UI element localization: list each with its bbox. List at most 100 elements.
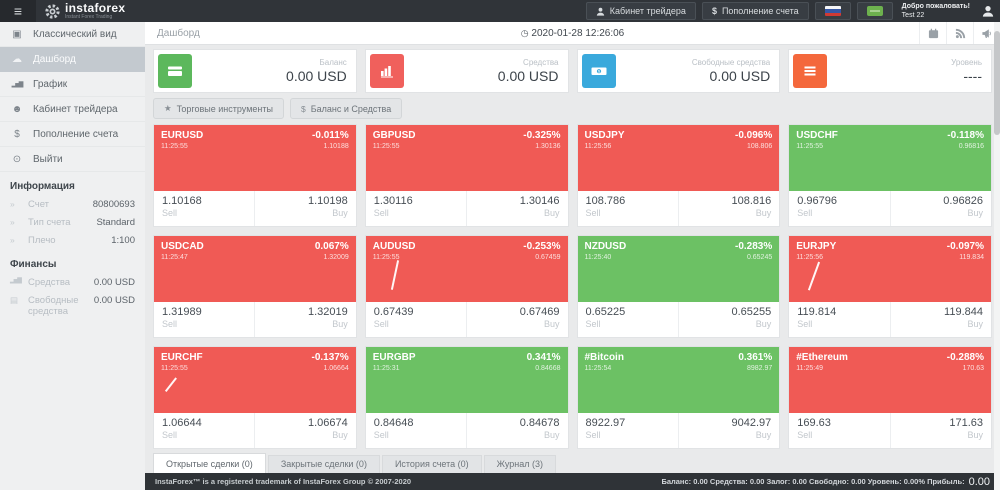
balance-card: Баланс 0.00 USD bbox=[153, 49, 357, 93]
buy-button[interactable]: 119.844 Buy bbox=[889, 302, 991, 337]
monitor-icon: ▣ bbox=[12, 28, 22, 40]
sidebar-item-logout[interactable]: ⊙ Выйти bbox=[0, 147, 145, 172]
tile-ethereum[interactable]: #Ethereum -0.288% 11:25:49 170.63 169.63 Se… bbox=[788, 346, 992, 449]
instrument-symbol: #Bitcoin bbox=[584, 352, 624, 363]
bar-chart-icon bbox=[369, 54, 404, 88]
user-avatar-icon[interactable] bbox=[976, 0, 1000, 22]
tile-usdchf[interactable]: USDCHF -0.118% 11:25:55 0.96816 0.96796 Sel… bbox=[788, 124, 992, 227]
brand-name: instaforex bbox=[65, 1, 126, 15]
buy-button[interactable]: 108.816 Buy bbox=[677, 191, 779, 226]
trading-instruments-button[interactable]: ★ Торговые инструменты bbox=[153, 98, 284, 119]
calendar-icon[interactable] bbox=[919, 22, 946, 44]
buy-button[interactable]: 1.30146 Buy bbox=[466, 191, 567, 226]
sell-button[interactable]: 1.31989 Sell bbox=[162, 306, 202, 330]
change-percent: -0.288% bbox=[946, 352, 984, 363]
chevron-icon: » bbox=[10, 234, 15, 245]
buy-button[interactable]: 171.63 Buy bbox=[889, 413, 991, 448]
finance-section-header: Финансы bbox=[10, 258, 57, 270]
sell-button[interactable]: 0.84648 Sell bbox=[373, 417, 414, 441]
buy-button[interactable]: 1.32019 Buy bbox=[254, 302, 355, 337]
sell-button[interactable]: 119.814 Sell bbox=[797, 306, 837, 330]
buy-button[interactable]: 0.67469 Buy bbox=[466, 302, 567, 337]
deposit-button[interactable]: $ Пополнение счета bbox=[701, 2, 809, 20]
quote-time: 11:25:47 bbox=[161, 253, 188, 261]
chevron-icon: » bbox=[10, 216, 15, 227]
quote-panel: EURGBP 0.341% 11:25:31 0.84668 bbox=[365, 347, 568, 413]
rss-icon[interactable] bbox=[946, 22, 973, 44]
copyright-text: InstaForex™ is a registered trademark of… bbox=[155, 477, 412, 486]
language-flag-button[interactable] bbox=[814, 2, 851, 20]
megaphone-icon[interactable] bbox=[973, 22, 1000, 44]
change-percent: -0.011% bbox=[312, 130, 349, 141]
payment-card-icon bbox=[866, 6, 883, 16]
profit-value: 0.00 bbox=[968, 475, 990, 488]
dashboard-content: Баланс 0.00 USD Средства 0.00 USD $ bbox=[145, 45, 1000, 452]
tile-usdcad[interactable]: USDCAD 0.067% 11:25:47 1.32009 1.31989 Sell… bbox=[153, 235, 357, 338]
person-icon bbox=[596, 7, 605, 16]
sell-button[interactable]: 1.30116 Sell bbox=[373, 195, 413, 219]
trader-cabinet-button[interactable]: Кабинет трейдера bbox=[585, 2, 696, 20]
tab-closed-deals[interactable]: Закрытые сделки (0) bbox=[267, 455, 380, 473]
quote-price: 1.32009 bbox=[323, 253, 349, 261]
tile-eurjpy[interactable]: EURJPY -0.097% 11:25:56 119.834 119.814 Sel… bbox=[788, 235, 992, 338]
sell-button[interactable]: 169.63 Sell bbox=[797, 417, 831, 441]
sidebar-item-chart[interactable]: ▂▅▇ График bbox=[0, 72, 145, 97]
equity-value: 0.00 USD bbox=[497, 68, 559, 84]
list-icon bbox=[793, 54, 828, 88]
card-label: Свободные средства bbox=[691, 58, 771, 67]
change-percent: -0.118% bbox=[947, 130, 984, 141]
sell-button[interactable]: 0.96796 Sell bbox=[797, 195, 838, 219]
scrollbar-thumb[interactable] bbox=[994, 31, 1000, 135]
deals-tab-bar: Открытые сделки (0) Закрытые сделки (0) … bbox=[145, 452, 1000, 473]
quote-panel: USDCAD 0.067% 11:25:47 1.32009 bbox=[154, 236, 356, 302]
buy-button[interactable]: 0.84678 Buy bbox=[466, 413, 567, 448]
buy-button[interactable]: 0.65255 Buy bbox=[677, 302, 779, 337]
sidebar: ▣ Классический вид ☁ Дашборд ▂▅▇ График … bbox=[0, 22, 145, 490]
free-margin-card: $ Свободные средства 0.00 USD bbox=[576, 49, 781, 93]
tab-account-history[interactable]: История счета (0) bbox=[381, 455, 482, 473]
tile-gbpusd[interactable]: GBPUSD -0.325% 11:25:55 1.30136 1.30116 Sel… bbox=[364, 124, 569, 227]
change-percent: 0.341% bbox=[526, 352, 561, 363]
quote-price: 0.65245 bbox=[746, 253, 773, 261]
tile-audusd[interactable]: AUDUSD -0.253% 11:25:55 0.67459 0.67439 Sel… bbox=[364, 235, 569, 338]
scrollbar-track[interactable] bbox=[994, 22, 1000, 490]
change-percent: -0.283% bbox=[735, 241, 773, 252]
sidebar-item-classic-view[interactable]: ▣ Классический вид bbox=[0, 22, 145, 47]
chevron-icon: » bbox=[10, 199, 15, 209]
menu-toggle-icon[interactable]: ≡ bbox=[0, 0, 36, 22]
sell-button[interactable]: 0.67439 Sell bbox=[373, 306, 414, 330]
quote-price: 0.96816 bbox=[958, 142, 984, 150]
tile-eurusd[interactable]: EURUSD -0.011% 11:25:55 1.10188 1.10168 Sel… bbox=[153, 124, 357, 227]
sell-button[interactable]: 1.06644 Sell bbox=[162, 417, 202, 441]
sparkline bbox=[164, 377, 177, 392]
sell-button[interactable]: 1.10168 Sell bbox=[162, 195, 202, 219]
sell-button[interactable]: 0.65225 Sell bbox=[585, 306, 626, 330]
sell-button[interactable]: 8922.97 Sell bbox=[585, 417, 626, 441]
instaforex-logo[interactable]: instaforex Instant Forex Trading bbox=[36, 0, 134, 22]
quote-panel: EURCHF -0.137% 11:25:55 1.06664 bbox=[154, 347, 356, 413]
sparkline bbox=[808, 261, 820, 291]
buy-button[interactable]: 1.06674 Buy bbox=[254, 413, 355, 448]
quote-time: 11:25:56 bbox=[796, 253, 823, 261]
dollar-icon: $ bbox=[300, 103, 306, 114]
buy-button[interactable]: 1.10198 Buy bbox=[254, 191, 355, 226]
tab-open-deals[interactable]: Открытые сделки (0) bbox=[153, 453, 266, 473]
sidebar-item-dashboard[interactable]: ☁ Дашборд bbox=[0, 47, 145, 72]
sidebar-item-trader-cabinet[interactable]: ☻ Кабинет трейдера bbox=[0, 97, 145, 122]
buy-button[interactable]: 0.96826 Buy bbox=[889, 191, 991, 226]
dashboard-icon: ☁ bbox=[12, 53, 22, 65]
tab-journal[interactable]: Журнал (3) bbox=[483, 455, 557, 473]
instrument-symbol: EURUSD bbox=[161, 130, 204, 141]
buy-button[interactable]: 9042.97 Buy bbox=[677, 413, 779, 448]
tile-eurgbp[interactable]: EURGBP 0.341% 11:25:31 0.84668 0.84648 Sell… bbox=[364, 346, 569, 449]
balance-and-equity-button[interactable]: $ Баланс и Средства bbox=[289, 98, 403, 119]
tile-eurchf[interactable]: EURCHF -0.137% 11:25:55 1.06664 1.06644 Sel… bbox=[153, 346, 357, 449]
instrument-symbol: USDCAD bbox=[161, 241, 204, 252]
payments-button[interactable] bbox=[856, 2, 893, 20]
sell-button[interactable]: 108.786 Sell bbox=[585, 195, 626, 219]
tile-nzdusd[interactable]: NZDUSD -0.283% 11:25:40 0.65245 0.65225 Sel… bbox=[576, 235, 781, 338]
sidebar-item-deposit[interactable]: $ Пополнение счета bbox=[0, 122, 145, 147]
tile-bitcoin[interactable]: #Bitcoin 0.361% 11:25:54 8982.97 8922.97 Se… bbox=[576, 346, 781, 449]
tile-usdjpy[interactable]: USDJPY -0.096% 11:25:56 108.806 108.786 Sel… bbox=[576, 124, 781, 227]
finance-row-free-margin: ▤ Свободные средства 0.00 USD bbox=[10, 294, 135, 318]
